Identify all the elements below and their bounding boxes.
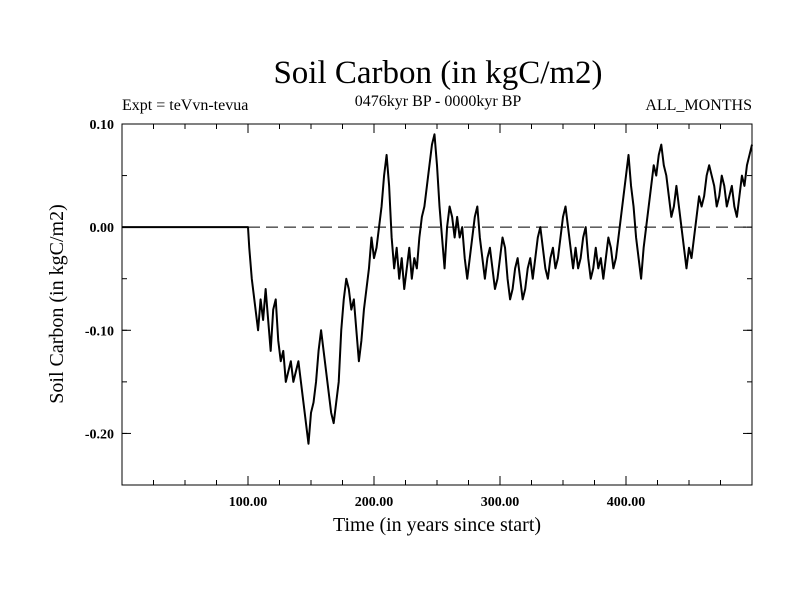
chart-subtitle: 0476kyr BP - 0000kyr BP	[355, 93, 522, 110]
x-tick-label: 200.00	[355, 495, 394, 510]
expt-label: Expt = teVvn-tevua	[122, 97, 248, 114]
y-axis-ticks: 0.10 0.00 -0.10 -0.20	[85, 118, 752, 442]
x-axis-label: Time (in years since start)	[333, 514, 541, 536]
series-line	[122, 133, 753, 445]
x-axis-ticks: 100.00 200.00 300.00 400.00	[229, 124, 646, 510]
chart-title: Soil Carbon (in kgC/m2)	[273, 55, 602, 91]
y-tick-label: 0.10	[90, 118, 115, 133]
y-tick-label: -0.20	[85, 427, 114, 442]
y-axis-label: Soil Carbon (in kgC/m2)	[46, 204, 68, 403]
y-tick-label: -0.10	[85, 324, 114, 339]
y-minor-ticks	[122, 175, 752, 434]
x-tick-label: 400.00	[607, 495, 646, 510]
series-layer	[122, 133, 753, 445]
x-tick-label: 300.00	[481, 495, 520, 510]
months-label: ALL_MONTHS	[645, 97, 752, 114]
x-tick-label: 100.00	[229, 495, 268, 510]
y-tick-label: 0.00	[90, 221, 115, 236]
